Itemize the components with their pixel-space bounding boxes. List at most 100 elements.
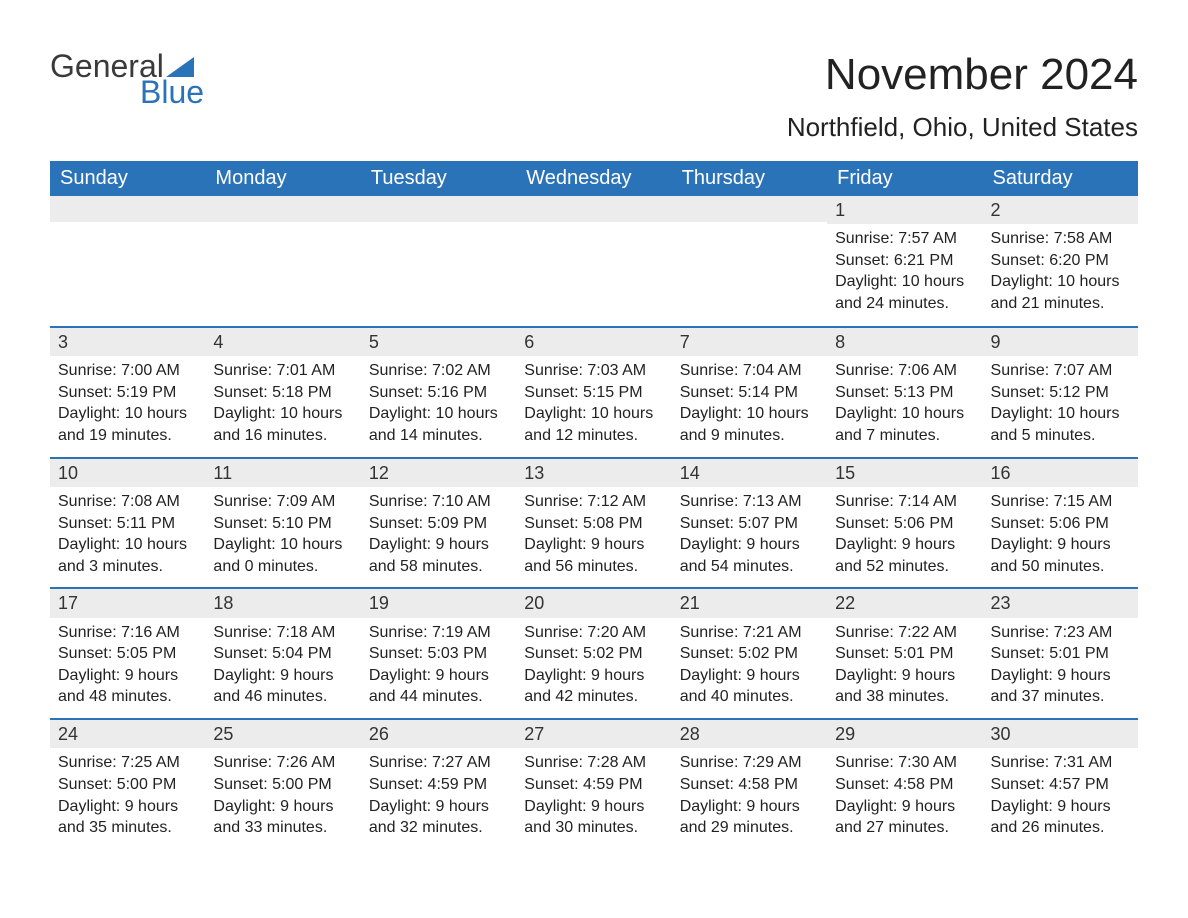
daylight-line: Daylight: 9 hours and 44 minutes. (369, 665, 508, 708)
daylight-line: Daylight: 9 hours and 38 minutes. (835, 665, 974, 708)
day-number: 1 (827, 196, 982, 224)
calendar-cell: 21Sunrise: 7:21 AMSunset: 5:02 PMDayligh… (672, 587, 827, 718)
sunset-line: Sunset: 5:02 PM (680, 643, 819, 665)
sunset-line: Sunset: 5:11 PM (58, 513, 197, 535)
daylight-line: Daylight: 10 hours and 5 minutes. (991, 403, 1130, 446)
empty-day-bar (361, 196, 516, 222)
day-details: Sunrise: 7:08 AMSunset: 5:11 PMDaylight:… (50, 487, 205, 587)
col-monday: Monday (205, 161, 360, 196)
sunrise-line: Sunrise: 7:26 AM (213, 752, 352, 774)
sunset-line: Sunset: 5:06 PM (835, 513, 974, 535)
sunrise-line: Sunrise: 7:00 AM (58, 360, 197, 382)
logo-sail-icon (166, 50, 194, 70)
sunset-line: Sunset: 5:10 PM (213, 513, 352, 535)
logo: General Blue (50, 50, 204, 108)
calendar-cell (361, 196, 516, 326)
day-details: Sunrise: 7:28 AMSunset: 4:59 PMDaylight:… (516, 748, 671, 848)
empty-day-bar (50, 196, 205, 222)
daylight-line: Daylight: 9 hours and 33 minutes. (213, 796, 352, 839)
header: General Blue November 2024 Northfield, O… (50, 50, 1138, 153)
daylight-line: Daylight: 10 hours and 14 minutes. (369, 403, 508, 446)
day-number: 3 (50, 326, 205, 356)
sunrise-line: Sunrise: 7:28 AM (524, 752, 663, 774)
col-friday: Friday (827, 161, 982, 196)
sunset-line: Sunset: 5:01 PM (991, 643, 1130, 665)
calendar-cell: 5Sunrise: 7:02 AMSunset: 5:16 PMDaylight… (361, 326, 516, 457)
day-number: 28 (672, 718, 827, 748)
calendar-cell: 16Sunrise: 7:15 AMSunset: 5:06 PMDayligh… (983, 457, 1138, 588)
day-details: Sunrise: 7:15 AMSunset: 5:06 PMDaylight:… (983, 487, 1138, 587)
sunset-line: Sunset: 5:01 PM (835, 643, 974, 665)
sunrise-line: Sunrise: 7:27 AM (369, 752, 508, 774)
daylight-line: Daylight: 9 hours and 26 minutes. (991, 796, 1130, 839)
daylight-line: Daylight: 9 hours and 52 minutes. (835, 534, 974, 577)
day-details: Sunrise: 7:26 AMSunset: 5:00 PMDaylight:… (205, 748, 360, 848)
calendar-week-row: 3Sunrise: 7:00 AMSunset: 5:19 PMDaylight… (50, 326, 1138, 457)
sunrise-line: Sunrise: 7:57 AM (835, 228, 974, 250)
daylight-line: Daylight: 9 hours and 50 minutes. (991, 534, 1130, 577)
sunrise-line: Sunrise: 7:23 AM (991, 622, 1130, 644)
day-number: 21 (672, 587, 827, 617)
day-number: 10 (50, 457, 205, 487)
calendar-cell: 27Sunrise: 7:28 AMSunset: 4:59 PMDayligh… (516, 718, 671, 849)
daylight-line: Daylight: 9 hours and 56 minutes. (524, 534, 663, 577)
day-details: Sunrise: 7:04 AMSunset: 5:14 PMDaylight:… (672, 356, 827, 456)
calendar-cell: 25Sunrise: 7:26 AMSunset: 5:00 PMDayligh… (205, 718, 360, 849)
daylight-line: Daylight: 10 hours and 16 minutes. (213, 403, 352, 446)
sunrise-line: Sunrise: 7:12 AM (524, 491, 663, 513)
sunset-line: Sunset: 5:08 PM (524, 513, 663, 535)
calendar-week-row: 24Sunrise: 7:25 AMSunset: 5:00 PMDayligh… (50, 718, 1138, 849)
daylight-line: Daylight: 9 hours and 58 minutes. (369, 534, 508, 577)
day-number: 15 (827, 457, 982, 487)
weekday-header-row: Sunday Monday Tuesday Wednesday Thursday… (50, 161, 1138, 196)
day-details: Sunrise: 7:20 AMSunset: 5:02 PMDaylight:… (516, 618, 671, 718)
day-details: Sunrise: 7:57 AMSunset: 6:21 PMDaylight:… (827, 224, 982, 324)
sunrise-line: Sunrise: 7:09 AM (213, 491, 352, 513)
sunrise-line: Sunrise: 7:14 AM (835, 491, 974, 513)
day-details: Sunrise: 7:16 AMSunset: 5:05 PMDaylight:… (50, 618, 205, 718)
day-number: 22 (827, 587, 982, 617)
calendar-table: Sunday Monday Tuesday Wednesday Thursday… (50, 161, 1138, 849)
calendar-cell (205, 196, 360, 326)
sunrise-line: Sunrise: 7:06 AM (835, 360, 974, 382)
sunset-line: Sunset: 5:05 PM (58, 643, 197, 665)
calendar-week-row: 17Sunrise: 7:16 AMSunset: 5:05 PMDayligh… (50, 587, 1138, 718)
day-number: 2 (983, 196, 1138, 224)
daylight-line: Daylight: 10 hours and 7 minutes. (835, 403, 974, 446)
sunset-line: Sunset: 4:59 PM (369, 774, 508, 796)
sunrise-line: Sunrise: 7:30 AM (835, 752, 974, 774)
day-number: 13 (516, 457, 671, 487)
col-sunday: Sunday (50, 161, 205, 196)
calendar-cell: 12Sunrise: 7:10 AMSunset: 5:09 PMDayligh… (361, 457, 516, 588)
calendar-cell: 17Sunrise: 7:16 AMSunset: 5:05 PMDayligh… (50, 587, 205, 718)
day-details: Sunrise: 7:19 AMSunset: 5:03 PMDaylight:… (361, 618, 516, 718)
calendar-cell: 8Sunrise: 7:06 AMSunset: 5:13 PMDaylight… (827, 326, 982, 457)
day-number: 4 (205, 326, 360, 356)
calendar-cell: 26Sunrise: 7:27 AMSunset: 4:59 PMDayligh… (361, 718, 516, 849)
daylight-line: Daylight: 9 hours and 35 minutes. (58, 796, 197, 839)
day-details: Sunrise: 7:14 AMSunset: 5:06 PMDaylight:… (827, 487, 982, 587)
calendar-cell: 3Sunrise: 7:00 AMSunset: 5:19 PMDaylight… (50, 326, 205, 457)
day-number: 29 (827, 718, 982, 748)
sunset-line: Sunset: 6:20 PM (991, 250, 1130, 272)
day-number: 30 (983, 718, 1138, 748)
day-details: Sunrise: 7:12 AMSunset: 5:08 PMDaylight:… (516, 487, 671, 587)
day-number: 5 (361, 326, 516, 356)
daylight-line: Daylight: 10 hours and 24 minutes. (835, 271, 974, 314)
sunset-line: Sunset: 5:15 PM (524, 382, 663, 404)
day-number: 7 (672, 326, 827, 356)
title-block: November 2024 Northfield, Ohio, United S… (787, 50, 1138, 153)
day-details: Sunrise: 7:02 AMSunset: 5:16 PMDaylight:… (361, 356, 516, 456)
sunset-line: Sunset: 4:57 PM (991, 774, 1130, 796)
day-number: 19 (361, 587, 516, 617)
day-details: Sunrise: 7:27 AMSunset: 4:59 PMDaylight:… (361, 748, 516, 848)
day-details: Sunrise: 7:13 AMSunset: 5:07 PMDaylight:… (672, 487, 827, 587)
empty-day-bar (205, 196, 360, 222)
sunrise-line: Sunrise: 7:16 AM (58, 622, 197, 644)
calendar-cell: 2Sunrise: 7:58 AMSunset: 6:20 PMDaylight… (983, 196, 1138, 326)
calendar-cell: 7Sunrise: 7:04 AMSunset: 5:14 PMDaylight… (672, 326, 827, 457)
col-tuesday: Tuesday (361, 161, 516, 196)
sunset-line: Sunset: 5:18 PM (213, 382, 352, 404)
sunset-line: Sunset: 5:12 PM (991, 382, 1130, 404)
sunset-line: Sunset: 5:02 PM (524, 643, 663, 665)
